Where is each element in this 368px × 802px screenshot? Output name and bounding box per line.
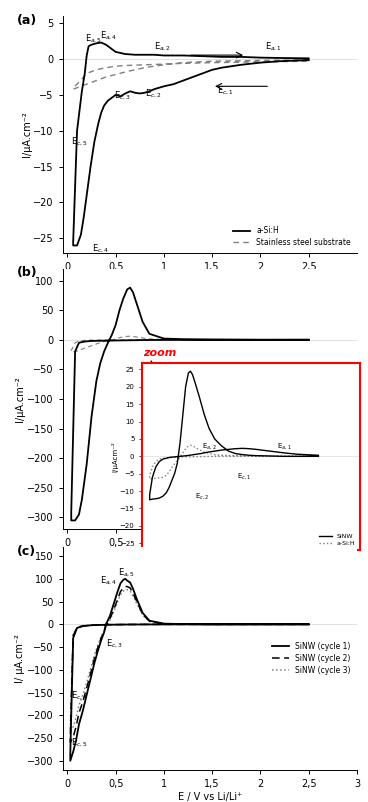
Text: E$_{a,5}$: E$_{a,5}$ [118, 567, 135, 579]
Text: E$_{c,3}$: E$_{c,3}$ [106, 638, 123, 650]
Text: E$_{a,4}$: E$_{a,4}$ [100, 575, 118, 587]
Text: E$_{a,1}$: E$_{a,1}$ [265, 41, 282, 53]
Text: E$_{c,5}$: E$_{c,5}$ [71, 736, 88, 748]
Legend: SiNW (cycle 1), SiNW (cycle 2), SiNW (cycle 3): SiNW (cycle 1), SiNW (cycle 2), SiNW (cy… [270, 639, 353, 678]
Legend: a-Si:H, Stainless steel substrate: a-Si:H, Stainless steel substrate [231, 224, 353, 249]
X-axis label: E/V vs. Li/Li⁺: E/V vs. Li/Li⁺ [179, 274, 240, 285]
Text: (b): (b) [17, 266, 38, 279]
Text: E$_{c,4}$: E$_{c,4}$ [92, 243, 109, 255]
Text: E$_{a,5}$: E$_{a,5}$ [85, 33, 102, 46]
Text: (c): (c) [17, 545, 36, 557]
Text: E$_{c,3}$: E$_{c,3}$ [114, 90, 131, 103]
Text: zoom: zoom [143, 348, 176, 358]
Text: (a): (a) [17, 14, 37, 26]
X-axis label: E / V vs Li/Li⁺: E / V vs Li/Li⁺ [178, 792, 242, 802]
Y-axis label: I/ μA.cm⁻²: I/ μA.cm⁻² [15, 634, 25, 683]
Text: E$_{c,2}$: E$_{c,2}$ [145, 87, 162, 99]
Y-axis label: I/μA.cm⁻²: I/μA.cm⁻² [15, 376, 25, 422]
Text: E$_{a,4}$: E$_{a,4}$ [100, 30, 118, 42]
Text: E$_{c,5}$: E$_{c,5}$ [71, 136, 88, 148]
Text: E$_{a,2}$: E$_{a,2}$ [154, 41, 171, 53]
Text: E$_{c,4}$: E$_{c,4}$ [71, 690, 88, 703]
X-axis label: E/V vs. Li/Li⁺: E/V vs. Li/Li⁺ [179, 551, 240, 561]
Y-axis label: I/μA.cm⁻²: I/μA.cm⁻² [21, 111, 32, 157]
Text: E$_{c,1}$: E$_{c,1}$ [217, 85, 234, 98]
